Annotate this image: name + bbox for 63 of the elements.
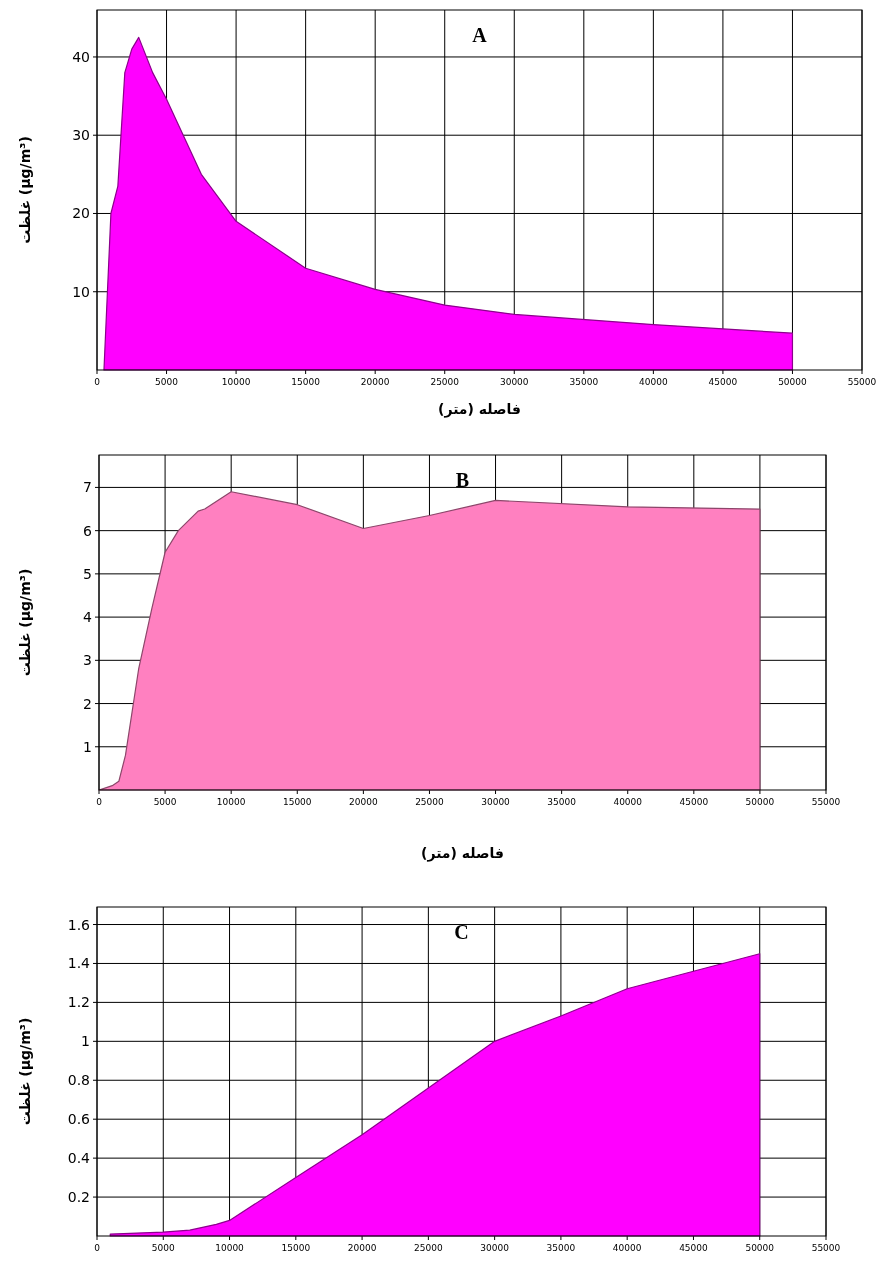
x-tick-label: 40000 xyxy=(613,797,643,807)
y-tick-label: 1.4 xyxy=(67,955,91,972)
x-tick-label: 10000 xyxy=(215,1243,245,1253)
x-tick-label: 30000 xyxy=(481,797,511,807)
y-tick-label: 0.4 xyxy=(67,1150,91,1167)
x-tick-label: 50000 xyxy=(778,377,808,387)
x-tick-label: 5000 xyxy=(151,1243,175,1253)
x-tick-label: 25000 xyxy=(430,377,460,387)
x-tick-label: 55000 xyxy=(847,377,877,387)
x-tick-label: 0 xyxy=(94,377,101,387)
x-tick-label: 30000 xyxy=(480,1243,510,1253)
y-tick-label: 30 xyxy=(72,127,90,144)
x-tick-label: 50000 xyxy=(745,1243,775,1253)
x-tick-label: 40000 xyxy=(639,377,668,387)
y-tick-label: 1 xyxy=(83,738,92,755)
x-tick-label: 10000 xyxy=(221,377,251,387)
x-tick-label: 0 xyxy=(96,797,103,807)
x-tick-label: 5000 xyxy=(155,377,179,387)
text: C xyxy=(454,921,469,943)
x-tick-label: 15000 xyxy=(281,1243,311,1253)
y-axis-title: غلظت (µg/m³) xyxy=(17,568,33,677)
x-tick-label: 20000 xyxy=(349,797,378,807)
y-tick-label: 10 xyxy=(72,283,90,300)
y-axis-title: غلظت (µg/m³) xyxy=(17,1017,33,1126)
x-tick-label: 35000 xyxy=(546,1243,576,1253)
x-tick-label: 0 xyxy=(94,1243,101,1253)
y-tick-label: 0.6 xyxy=(67,1111,91,1128)
x-tick-label: 20000 xyxy=(360,377,390,387)
y-tick-label: 0.8 xyxy=(67,1072,90,1089)
x-axis-title: فاصله (متر) xyxy=(421,845,504,862)
x-tick-label: 45000 xyxy=(679,797,709,807)
x-tick-label: 15000 xyxy=(291,377,321,387)
x-tick-label: 55000 xyxy=(811,1243,841,1253)
y-tick-label: 6 xyxy=(83,522,93,539)
x-tick-label: 20000 xyxy=(347,1243,377,1253)
y-tick-label: 5 xyxy=(83,565,92,582)
y-tick-label: 4 xyxy=(83,609,93,626)
y-tick-label: 1.6 xyxy=(67,916,91,933)
x-tick-label: 25000 xyxy=(414,1243,443,1253)
y-tick-label: 40 xyxy=(72,48,90,65)
x-tick-label: 30000 xyxy=(499,377,529,387)
x-tick-label: 15000 xyxy=(282,797,312,807)
y-tick-label: 0.2 xyxy=(67,1189,90,1206)
x-tick-label: 10000 xyxy=(216,797,246,807)
x-tick-label: 45000 xyxy=(708,377,738,387)
x-tick-label: 5000 xyxy=(153,797,177,807)
x-tick-label: 50000 xyxy=(745,797,775,807)
x-tick-label: 40000 xyxy=(612,1243,642,1253)
x-tick-label: 35000 xyxy=(547,797,577,807)
y-tick-label: 1 xyxy=(81,1033,90,1050)
y-axis-title: غلظت (µg/m³) xyxy=(17,136,33,244)
x-tick-label: 45000 xyxy=(679,1243,709,1253)
y-tick-label: 7 xyxy=(83,479,92,496)
text: B xyxy=(455,469,470,491)
x-tick-label: 25000 xyxy=(415,797,445,807)
y-tick-label: 1.2 xyxy=(67,994,90,1011)
x-tick-label: 55000 xyxy=(811,797,841,807)
x-axis-title: فاصله (متر) xyxy=(438,401,521,418)
y-tick-label: 3 xyxy=(83,652,92,669)
text: A xyxy=(472,24,488,46)
y-tick-label: 20 xyxy=(72,205,90,222)
y-tick-label: 2 xyxy=(83,695,92,712)
x-tick-label: 35000 xyxy=(569,377,599,387)
